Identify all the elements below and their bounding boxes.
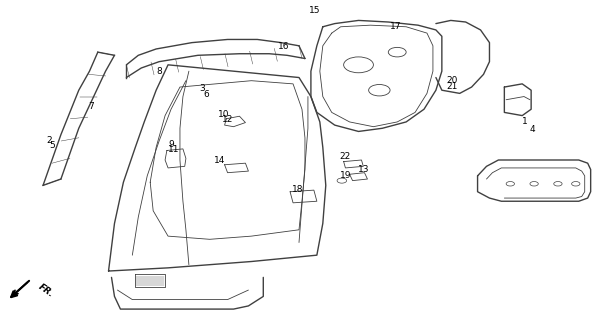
Text: 20: 20 <box>446 76 457 84</box>
Text: 21: 21 <box>446 82 457 91</box>
Text: 11: 11 <box>168 145 180 154</box>
Text: 8: 8 <box>156 67 162 76</box>
Text: 3: 3 <box>200 84 206 93</box>
Text: 13: 13 <box>358 165 369 174</box>
Text: 12: 12 <box>222 115 233 124</box>
Text: 22: 22 <box>339 152 350 161</box>
Text: 4: 4 <box>529 125 535 134</box>
Text: 7: 7 <box>88 101 93 111</box>
Text: 15: 15 <box>309 6 321 15</box>
Text: 19: 19 <box>340 171 351 180</box>
Text: 9: 9 <box>168 140 174 149</box>
Text: 5: 5 <box>49 141 55 150</box>
Text: 2: 2 <box>46 136 52 145</box>
Text: 16: 16 <box>279 42 290 51</box>
Text: 10: 10 <box>218 110 229 119</box>
Text: 14: 14 <box>214 156 225 165</box>
Text: 1: 1 <box>522 117 528 126</box>
Text: FR.: FR. <box>37 282 56 299</box>
Text: 18: 18 <box>292 185 304 194</box>
Text: 17: 17 <box>390 22 401 31</box>
Text: 6: 6 <box>203 91 209 100</box>
